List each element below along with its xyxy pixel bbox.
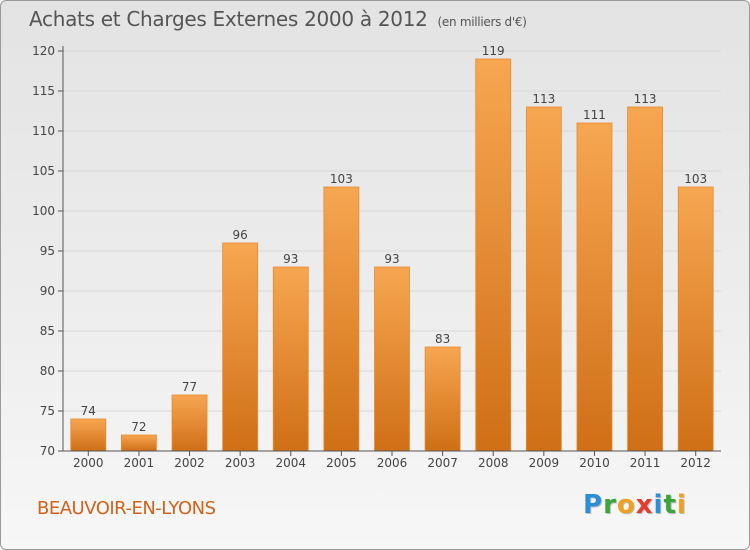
x-tick-label: 2006 <box>377 456 408 470</box>
y-tick-label: 120 <box>32 44 55 58</box>
commune-name: BEAUVOIR-EN-LYONS <box>37 498 216 519</box>
x-tick-label: 2002 <box>174 456 205 470</box>
y-tick-label: 70 <box>40 444 55 458</box>
bar <box>70 418 107 452</box>
bar <box>576 122 613 452</box>
bar <box>475 58 512 452</box>
bar <box>272 266 309 452</box>
bar <box>374 266 410 452</box>
data-label: 113 <box>532 92 555 106</box>
data-label: 77 <box>182 380 197 394</box>
bars-group <box>70 58 714 452</box>
y-tick-label: 85 <box>40 324 55 338</box>
x-tick-label: 2001 <box>124 456 155 470</box>
bar <box>171 394 208 452</box>
chart-title: Achats et Charges Externes 2000 à 2012 (e… <box>29 7 527 31</box>
bar <box>627 106 663 452</box>
data-label: 103 <box>330 172 353 186</box>
logo-letter: P <box>583 490 604 520</box>
bar <box>677 186 714 452</box>
bar <box>222 242 259 452</box>
data-label: 72 <box>131 420 146 434</box>
bar <box>323 186 360 452</box>
data-label: 74 <box>81 404 96 418</box>
logo-letter: r <box>603 490 617 520</box>
x-tick-label: 2012 <box>680 456 711 470</box>
bar <box>424 346 461 452</box>
data-label: 119 <box>482 44 505 58</box>
x-tick-label: 2010 <box>579 456 610 470</box>
logo-letter: o <box>616 490 636 520</box>
data-label: 96 <box>233 228 248 242</box>
chart-subtitle: (en milliers d'€) <box>437 15 527 29</box>
proxiti-logo: Proxiti <box>583 490 687 520</box>
bar <box>525 106 562 452</box>
x-tick-label: 2003 <box>225 456 256 470</box>
data-label: 93 <box>384 252 399 266</box>
x-tick-label: 2007 <box>427 456 458 470</box>
y-tick-label: 80 <box>40 364 55 378</box>
x-tick-label: 2008 <box>478 456 509 470</box>
x-tick-label: 2004 <box>275 456 306 470</box>
logo-letter: t <box>663 490 677 520</box>
x-tick-label: 2005 <box>326 456 357 470</box>
y-tick-label: 110 <box>32 124 55 138</box>
data-label: 93 <box>283 252 298 266</box>
data-label: 111 <box>583 108 606 122</box>
y-tick-label: 115 <box>32 84 55 98</box>
title-text: Achats et Charges Externes 2000 à 2012 <box>29 7 428 31</box>
data-label: 103 <box>684 172 707 186</box>
y-tick-label: 105 <box>32 164 55 178</box>
y-tick-label: 90 <box>40 284 55 298</box>
logo-letter: i <box>653 490 664 520</box>
data-label: 113 <box>634 92 657 106</box>
data-labels-group: 74 72 77 96 93 103 93 83 119 113 111 113 103 <box>81 44 707 434</box>
data-label: 83 <box>435 332 450 346</box>
x-tick-label: 2000 <box>73 456 104 470</box>
bar <box>121 434 157 452</box>
x-tick-label: 2009 <box>529 456 560 470</box>
x-axis: 2000 2001 2002 2003 2004 2005 2006 2007 2008 2009… <box>63 450 721 470</box>
x-tick-label: 2011 <box>630 456 661 470</box>
y-tick-label: 100 <box>32 204 55 218</box>
logo-letter: i <box>676 490 687 520</box>
y-tick-label: 75 <box>40 404 55 418</box>
y-tick-label: 95 <box>40 244 55 258</box>
y-axis: 70 75 80 85 90 95 100 105 110 115 120 <box>32 44 64 458</box>
logo-letter: x <box>635 490 654 520</box>
